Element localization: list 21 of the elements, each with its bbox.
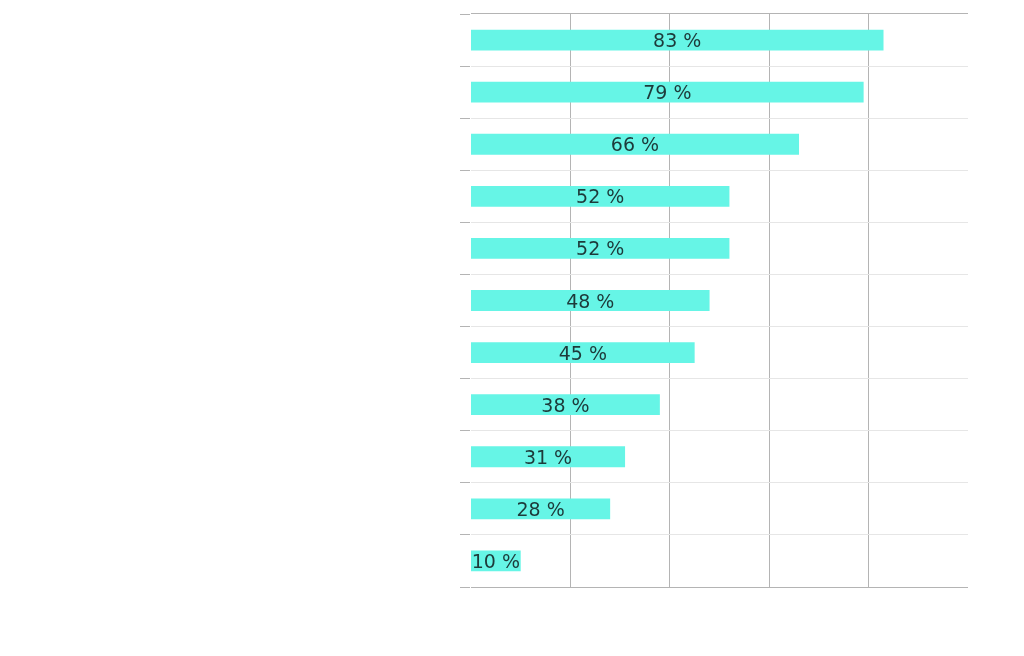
bar <box>471 81 864 103</box>
data-label: 28 % <box>516 497 565 520</box>
bar <box>471 498 611 520</box>
data-label: 31 % <box>523 445 573 468</box>
data-label: 52 % <box>576 237 625 260</box>
data-label: 48 % <box>566 289 615 312</box>
bar <box>471 29 884 51</box>
data-label: 38 % <box>541 393 590 416</box>
bar <box>471 394 660 416</box>
bar <box>471 133 800 155</box>
data-label: 66 % <box>610 133 660 156</box>
bar <box>471 185 730 207</box>
data-label: 10 % <box>471 549 520 572</box>
bar <box>471 342 695 364</box>
data-label: 79 % <box>643 81 692 104</box>
bar <box>471 290 710 311</box>
data-label: 45 % <box>558 341 607 364</box>
bar <box>471 237 730 259</box>
data-label: 83 % <box>653 29 702 52</box>
data-label: 52 % <box>576 185 625 208</box>
bar <box>471 446 626 468</box>
